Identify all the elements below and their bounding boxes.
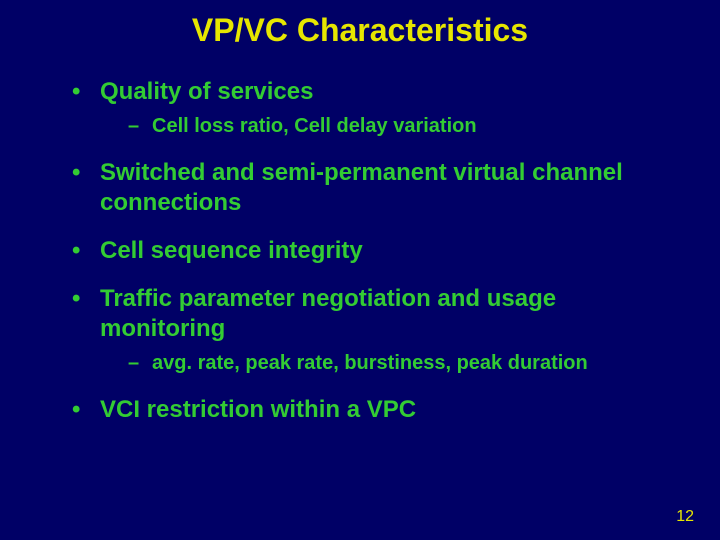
sub-bullet-item: Cell loss ratio, Cell delay variation (128, 113, 680, 140)
bullet-text: VCI restriction within a VPC (100, 396, 416, 423)
bullet-text: Switched and semi-permanent virtual chan… (100, 159, 623, 216)
slide-title: VP/VC Characteristics (0, 0, 720, 59)
sub-bullet-item: avg. rate, peak rate, burstiness, peak d… (128, 350, 680, 377)
bullet-item: VCI restriction within a VPC (70, 395, 680, 425)
bullet-text: Cell sequence integrity (100, 237, 363, 264)
bullet-list: Quality of services Cell loss ratio, Cel… (70, 77, 680, 425)
bullet-text: Traffic parameter negotiation and usage … (100, 285, 556, 342)
sub-bullet-list: Cell loss ratio, Cell delay variation (100, 113, 680, 140)
slide-content: Quality of services Cell loss ratio, Cel… (0, 77, 720, 425)
sub-bullet-text: Cell loss ratio, Cell delay variation (152, 115, 477, 137)
bullet-item: Traffic parameter negotiation and usage … (70, 284, 680, 377)
sub-bullet-list: avg. rate, peak rate, burstiness, peak d… (100, 350, 680, 377)
page-number: 12 (676, 508, 694, 526)
bullet-item: Cell sequence integrity (70, 236, 680, 266)
bullet-item: Switched and semi-permanent virtual chan… (70, 158, 680, 218)
bullet-text: Quality of services (100, 78, 313, 105)
sub-bullet-text: avg. rate, peak rate, burstiness, peak d… (152, 352, 588, 374)
slide: VP/VC Characteristics Quality of service… (0, 0, 720, 540)
bullet-item: Quality of services Cell loss ratio, Cel… (70, 77, 680, 140)
